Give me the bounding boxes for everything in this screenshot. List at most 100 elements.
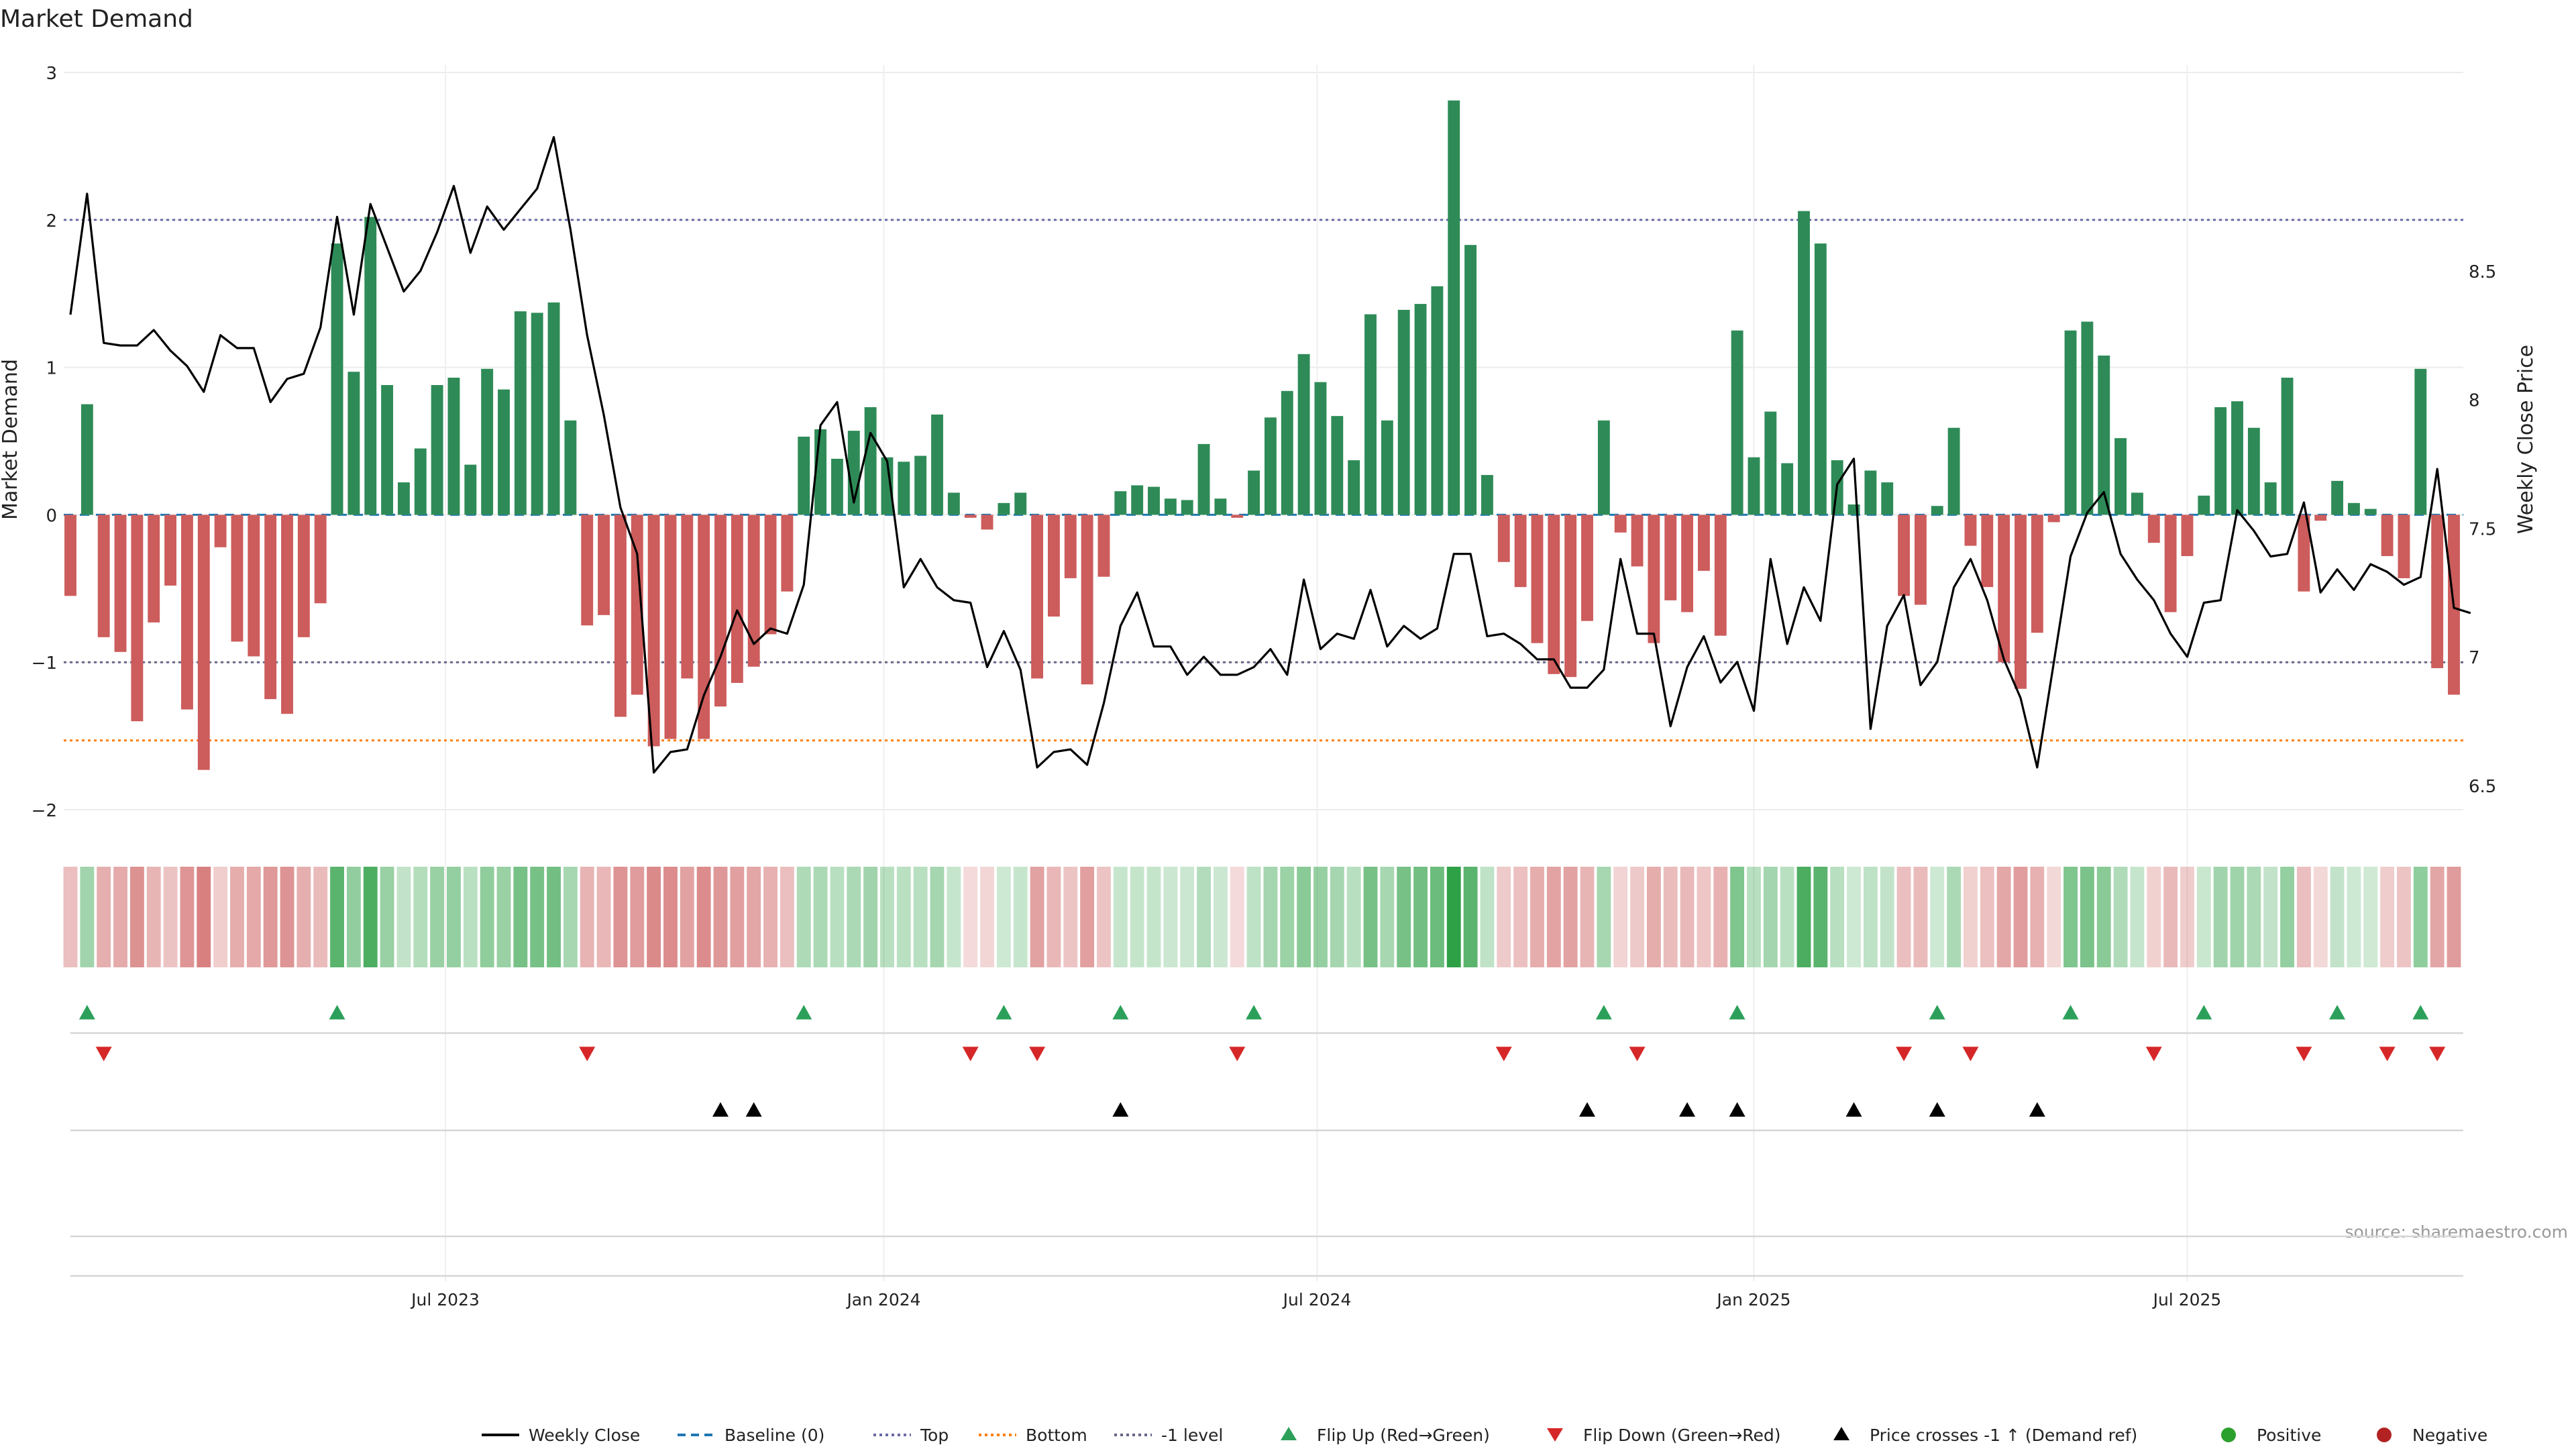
demand-bar [1931,506,1943,515]
heat-cell [613,867,628,967]
demand-bar [1764,411,1777,515]
heat-cell [630,867,645,967]
heat-cell [1597,867,1611,967]
source-label: source: sharemaestro.com [2345,1222,2569,1242]
y-axis-label-right: Weekly Close Price [2514,345,2538,534]
reference-lines [64,219,2463,742]
demand-bar [747,515,760,667]
demand-bar [114,515,127,652]
demand-bar [698,515,710,739]
heat-cell [2397,867,2411,967]
heat-cell [1847,867,1861,967]
flip-down-marker [2145,1046,2162,1061]
demand-bar [714,515,727,707]
heat-cell [1130,867,1144,967]
y-tick-label-right: 6.5 [2469,777,2496,797]
flip-up-marker [796,1005,812,1020]
flip-down-marker [962,1046,979,1061]
heat-cell [1563,867,1578,967]
demand-bar [1697,515,1710,571]
heat-cell [1163,867,1178,967]
demand-bar [1864,470,1877,515]
demand-bar [2198,495,2210,515]
heat-cell [2230,867,2245,967]
demand-bar [431,384,443,515]
demand-bar [547,302,560,515]
flip-up-marker [1929,1005,1945,1020]
demand-bar [481,368,494,515]
heat-cell [1030,867,1044,967]
heat-cell [580,867,594,967]
flip-down-marker [95,1046,112,1061]
y-tick-label-left: 1 [46,359,57,379]
demand-bar [1548,515,1560,674]
legend-label: Positive [2257,1426,2321,1445]
flip-up-marker [1246,1005,1263,1020]
heat-cell [246,867,261,967]
demand-bar [347,372,360,515]
demand-bar [2364,508,2377,515]
heat-cell [1380,867,1395,967]
heat-cell [1097,867,1111,967]
weekly-close-series [69,136,2471,774]
flip-up-marker [996,1005,1012,1020]
demand-bar [1114,491,1127,515]
flip-up-marker [2196,1005,2212,1020]
demand-bar [598,515,610,615]
demand-bar [998,502,1010,515]
demand-bar [1297,354,1310,515]
heat-cell [496,867,511,967]
x-tick-label: Jul 2024 [1282,1290,1352,1309]
demand-bar [1364,314,1377,515]
heat-cell [1880,867,1894,967]
heat-cell [1646,867,1661,967]
heat-cell [280,867,294,967]
heat-cell [1930,867,1945,967]
demand-bar [2015,515,2027,689]
demand-bar [1798,211,1810,515]
heat-cell [663,867,678,967]
flip-up-marker [78,1005,95,1020]
demand-bar [2214,407,2227,515]
heat-cell [1363,867,1378,967]
y-tick-label-right: 7 [2469,648,2480,668]
demand-bar [1648,515,1660,643]
heat-cell [2347,867,2361,967]
demand-bar [898,462,910,515]
heat-cell [547,867,561,967]
heat-cell [713,867,728,967]
heat-cell [1697,867,1711,967]
heat-cell [2013,867,2028,967]
demand-bar [2314,515,2327,521]
flip-down-marker [1629,1046,1646,1061]
heat-cell [113,867,127,967]
x-tick-label: Jul 2023 [410,1290,480,1309]
demand-bar [1381,420,1393,515]
heat-cell [1280,867,1295,967]
heat-cell [1730,867,1745,967]
heat-cell [1747,867,1761,967]
heat-cell [2080,867,2094,967]
heat-cell [413,867,428,967]
y-axis-label-left: Market Demand [0,359,22,520]
heat-cell [1546,867,1561,967]
price-cross-marker [745,1102,762,1117]
heat-cell [180,867,195,967]
heat-cell [1063,867,1078,967]
heat-cell [330,867,344,967]
demand-bar [2247,427,2260,515]
demand-bar [514,311,527,515]
demand-bar [1164,498,1177,515]
demand-bar [1914,515,1927,605]
demand-bar [798,436,810,515]
demand-bar [1514,515,1527,588]
heat-cell [2263,867,2278,967]
heat-cell [1813,867,1828,967]
demand-bar [447,377,460,515]
demand-bar [214,515,227,547]
demand-bar [1314,382,1327,515]
demand-bar [464,464,477,515]
demand-bar [197,515,210,770]
flip-down-marker [2379,1046,2396,1061]
demand-bar [614,515,627,717]
